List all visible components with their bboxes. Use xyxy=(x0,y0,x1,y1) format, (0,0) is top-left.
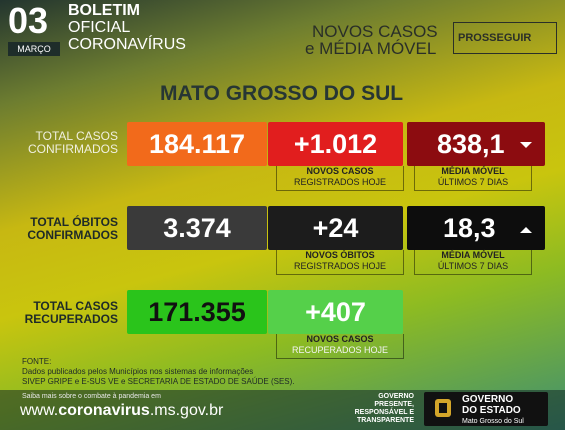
url-part: www. xyxy=(20,402,59,419)
coat-of-arms xyxy=(435,399,451,417)
caption-line: NOVOS CASOS xyxy=(306,166,374,176)
new-caption: NOVOS CASOS RECUPERADOS HOJE xyxy=(276,334,404,359)
section-title: e MÉDIA MÓVEL xyxy=(305,39,437,58)
region: MATO GROSSO DO SUL xyxy=(160,82,404,105)
new-caption: NOVOS ÓBITOS REGISTRADOS HOJE xyxy=(276,250,404,275)
caption-line: REGISTRADOS HOJE xyxy=(293,261,386,271)
row-label-line: TOTAL ÓBITOS xyxy=(30,215,118,229)
title-line: OFICIAL xyxy=(68,19,131,36)
government: GOVERNO DO ESTADO Mato Grosso do Sul xyxy=(462,394,524,427)
row-label-line: TOTAL CASOS xyxy=(35,129,118,143)
total-value: 3.374 xyxy=(127,206,267,250)
motto-line: TRANSPARENTE xyxy=(356,417,414,424)
average-caption: MÉDIA MÓVEL ÚLTIMOS 7 DIAS xyxy=(414,250,532,275)
total-value: 184.117 xyxy=(127,122,267,166)
government-line: Mato Grosso do Sul xyxy=(462,418,524,425)
motto-line: RESPONSÁVEL E xyxy=(354,409,414,416)
row-label: TOTAL ÓBITOS CONFIRMADOS xyxy=(6,216,118,242)
row-label-line: CONFIRMADOS xyxy=(28,142,118,156)
month: MARÇO xyxy=(8,42,60,56)
caption-line: MÉDIA MÓVEL xyxy=(441,250,505,260)
footer-url[interactable]: www.coronavirus.ms.gov.br xyxy=(20,402,223,420)
new-value: +1.012 xyxy=(268,122,403,166)
source-line: FONTE: xyxy=(22,357,52,366)
caption-line: MÉDIA MÓVEL xyxy=(441,166,505,176)
section-title: NOVOS CASOS xyxy=(312,22,438,41)
new-value: +407 xyxy=(268,290,403,334)
url-part: coronavirus xyxy=(58,402,150,419)
title-line: BOLETIM xyxy=(68,2,140,19)
row-label: TOTAL CASOS RECUPERADOS xyxy=(6,300,118,326)
source-line: Dados publicados pelos Municípios nos si… xyxy=(22,367,254,376)
motto-line: PRESENTE, xyxy=(374,401,414,408)
day: 03 xyxy=(8,0,49,41)
government-line: GOVERNO xyxy=(462,394,514,405)
source-line: SIVEP GRIPE e E-SUS VE e SECRETARIA DE E… xyxy=(22,377,295,386)
motto: GOVERNO PRESENTE, RESPONSÁVEL E TRANSPAR… xyxy=(350,393,414,425)
title-line: CORONAVÍRUS xyxy=(68,36,186,53)
government-line: DO ESTADO xyxy=(462,405,521,416)
continue-button[interactable]: PROSSEGUIR xyxy=(453,22,557,54)
average-caption: MÉDIA MÓVEL ÚLTIMOS 7 DIAS xyxy=(414,166,532,191)
row-label-line: TOTAL CASOS xyxy=(33,299,118,313)
new-caption: NOVOS CASOS REGISTRADOS HOJE xyxy=(276,166,404,191)
footer-note: Saiba mais sobre o combate à pandemia em xyxy=(22,393,161,400)
caption-line: REGISTRADOS HOJE xyxy=(293,177,386,187)
url-part: .ms.gov.br xyxy=(149,402,224,419)
row-label-line: CONFIRMADOS xyxy=(27,228,118,242)
caption-line: NOVOS CASOS xyxy=(306,334,374,344)
new-value: +24 xyxy=(268,206,403,250)
total-value: 171.355 xyxy=(127,290,267,334)
down-arrow xyxy=(520,142,532,148)
shield-inner xyxy=(439,403,447,413)
caption-line: ÚLTIMOS 7 DIAS xyxy=(437,261,509,271)
caption-line: RECUPERADOS HOJE xyxy=(291,345,389,355)
row-label-line: RECUPERADOS xyxy=(24,312,118,326)
up-arrow xyxy=(520,227,532,233)
caption-line: NOVOS ÓBITOS xyxy=(305,250,375,260)
motto-line: GOVERNO xyxy=(378,393,414,400)
source: FONTE: Dados publicados pelos Municípios… xyxy=(22,357,295,387)
caption-line: ÚLTIMOS 7 DIAS xyxy=(437,177,509,187)
row-label: TOTAL CASOS CONFIRMADOS xyxy=(6,130,118,156)
